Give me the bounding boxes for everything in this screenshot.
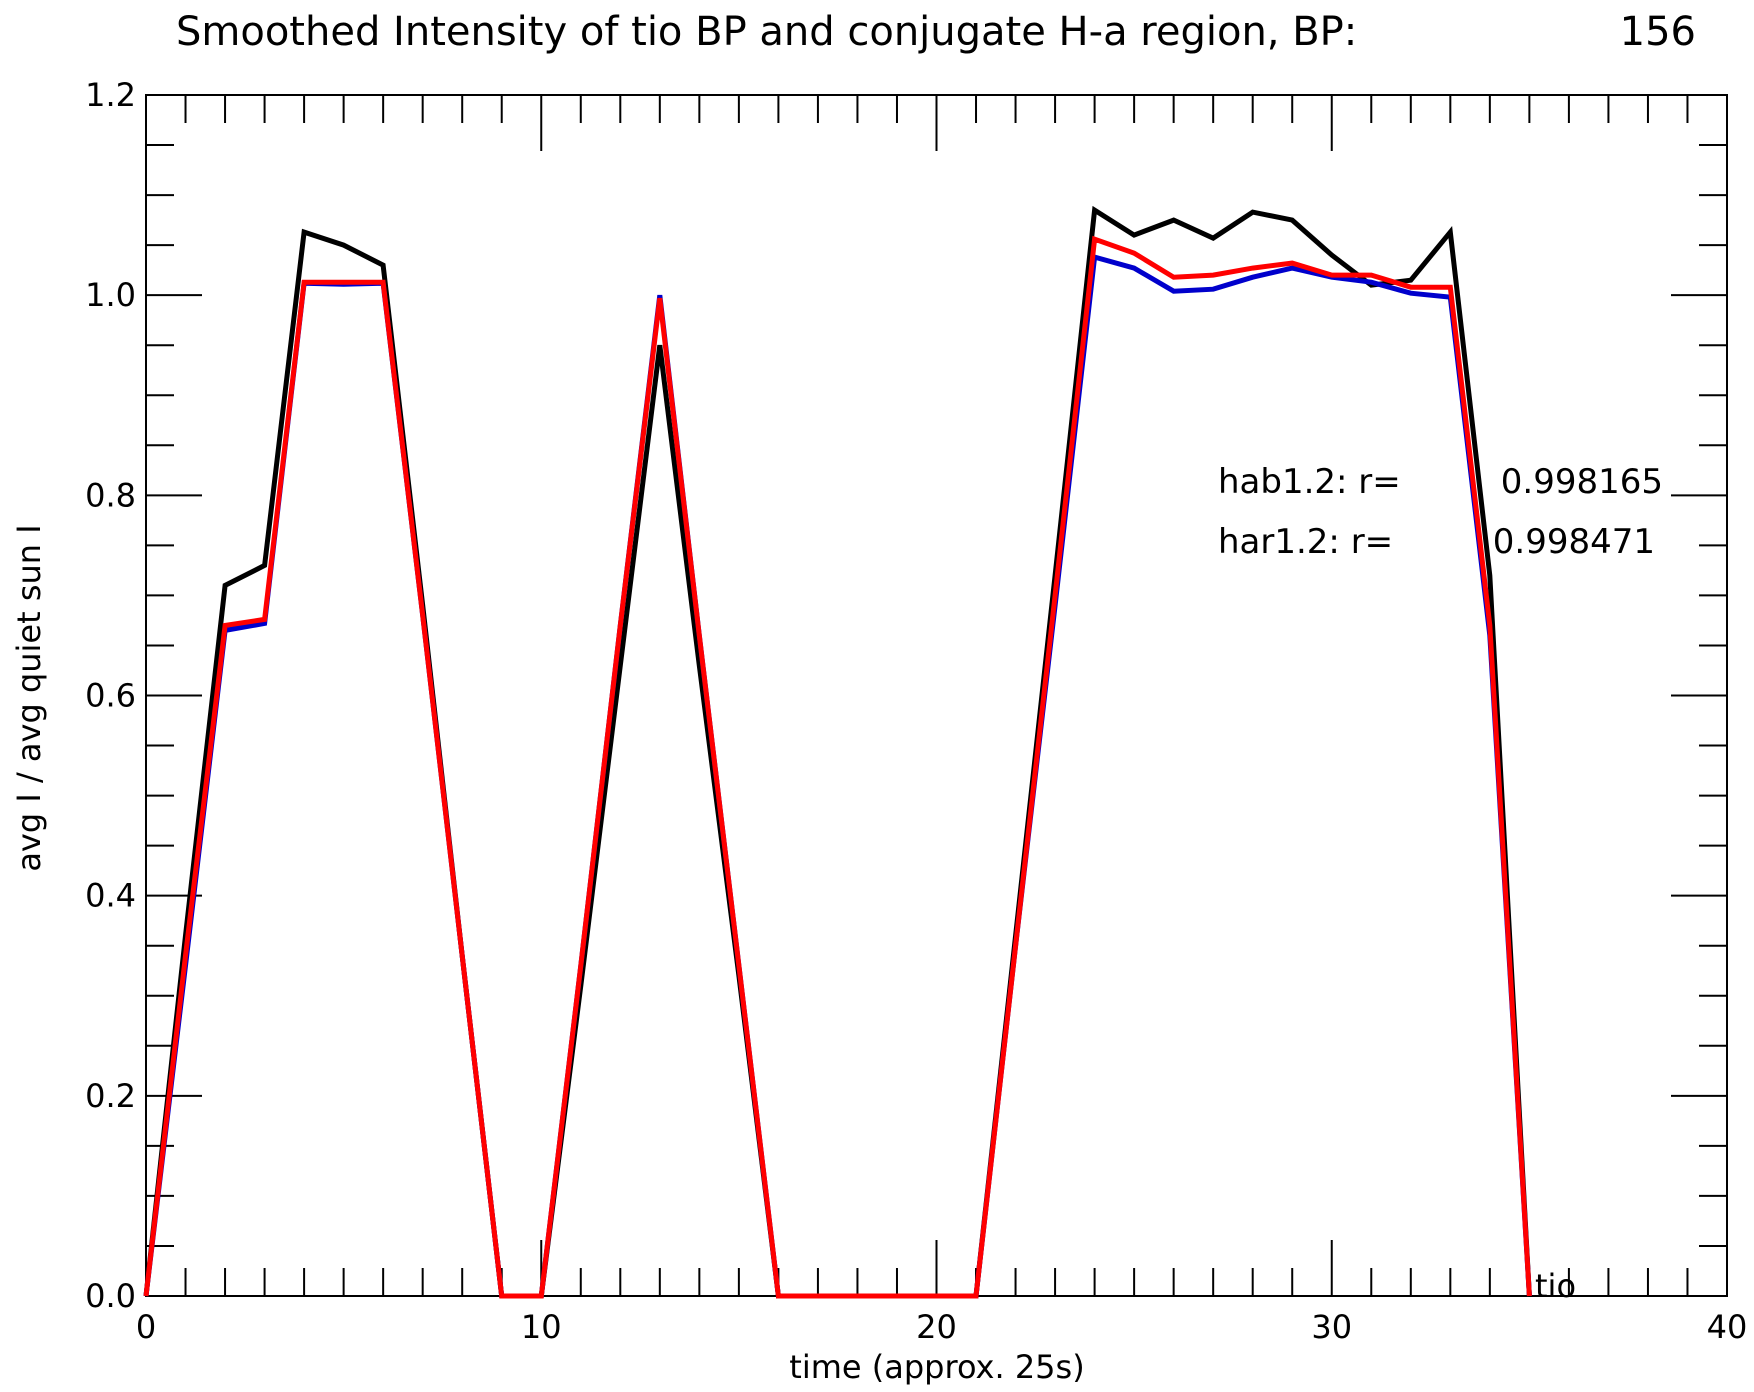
y-tick-labels: 0.0 0.2 0.4 0.6 0.8 1.0 1.2 (85, 76, 136, 1315)
x-tick-label: 40 (1707, 1308, 1748, 1346)
chart-title-value: 156 (1620, 9, 1696, 55)
annotation-hab-value: 0.998165 (1501, 462, 1663, 502)
annotation-har-value: 0.998471 (1493, 522, 1655, 562)
series-lines (143, 205, 1532, 1299)
series-line-1 (143, 205, 1532, 1299)
y-tick-label: 0.8 (85, 476, 136, 514)
x-tick-label: 10 (521, 1308, 562, 1346)
y-tick-label: 0.6 (85, 677, 136, 715)
y-tick-label: 0.2 (85, 1077, 136, 1115)
series-line-2 (143, 253, 1532, 1299)
series-line-3 (143, 235, 1532, 1299)
x-tick-label: 0 (136, 1308, 156, 1346)
x-tick-label: 20 (916, 1308, 957, 1346)
tio-corner-label: tio (1535, 1267, 1576, 1305)
y-tick-label: 1.2 (85, 76, 136, 114)
x-tick-label: 30 (1311, 1308, 1352, 1346)
annotation-hab-label: hab1.2: r= (1218, 462, 1401, 502)
axis-ticks (146, 95, 1727, 1296)
y-tick-label: 0.0 (85, 1277, 136, 1315)
y-tick-label: 0.4 (85, 877, 136, 915)
y-axis-label: avg I / avg quiet sun I (10, 524, 48, 871)
y-tick-label: 1.0 (85, 276, 136, 314)
x-tick-labels: 0 10 20 30 40 (136, 1308, 1748, 1346)
chart-title: Smoothed Intensity of tio BP and conjuga… (176, 9, 1357, 55)
annotation-har-label: har1.2: r= (1218, 522, 1393, 562)
x-axis-label: time (approx. 25s) (789, 1348, 1084, 1386)
